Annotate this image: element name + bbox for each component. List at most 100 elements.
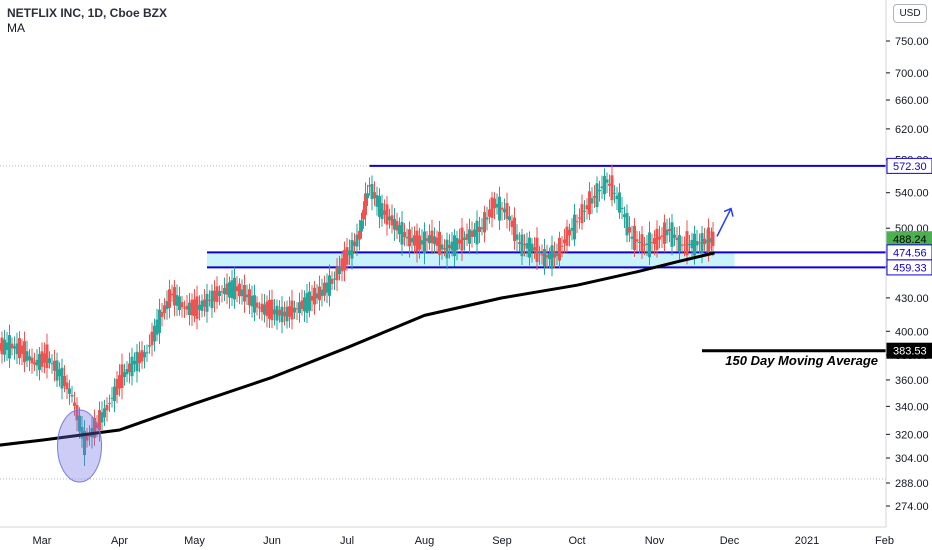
candle-body: [395, 221, 399, 231]
candle-body: [93, 417, 96, 438]
candle-body: [148, 345, 151, 347]
candle-body: [300, 300, 304, 310]
candle-body: [43, 353, 46, 363]
candle-body: [45, 344, 49, 369]
candle-body: [364, 193, 367, 215]
candle-body: [118, 375, 121, 389]
price-tag-zone-bottom-text: 459.33: [893, 262, 927, 274]
candle-body: [523, 244, 526, 246]
candle-body: [535, 237, 539, 262]
candle-body: [223, 287, 226, 295]
candle-body: [415, 230, 419, 252]
candle-body: [625, 212, 629, 236]
candle-body: [613, 192, 616, 194]
up-arrow-icon: [716, 208, 732, 237]
candle-body: [503, 208, 506, 213]
candle-body: [168, 289, 171, 309]
candle-body: [68, 388, 71, 394]
candle-body: [485, 217, 489, 220]
candle-body: [615, 195, 619, 200]
candle-body: [60, 367, 64, 389]
price-tag-zone-top-text: 474.56: [893, 247, 927, 259]
candle-body: [115, 378, 119, 395]
candle-body: [362, 209, 365, 220]
candle-body: [688, 243, 691, 245]
candle-body: [628, 227, 631, 233]
candle-body: [543, 249, 546, 267]
candle-body: [50, 363, 54, 365]
candle-body: [298, 302, 301, 314]
candle-body: [525, 243, 529, 249]
candle-body: [13, 346, 16, 349]
candle-body: [203, 299, 206, 307]
chart-title: NETFLIX INC, 1D, Cboe BZX: [7, 6, 168, 20]
candle-body: [98, 410, 101, 431]
candle-body: [220, 291, 224, 293]
candle-body: [175, 295, 179, 306]
candle-body: [565, 226, 569, 246]
candle-body: [205, 293, 209, 312]
candle-body: [600, 186, 604, 189]
candle-body: [0, 337, 4, 355]
y-tick-label: 700.00: [895, 68, 929, 80]
candle-body: [275, 305, 279, 321]
candle-body: [328, 275, 331, 296]
candle-body: [423, 231, 426, 254]
candle-body: [160, 312, 164, 317]
y-tick-label: 320.00: [895, 429, 929, 441]
candle-body: [188, 302, 191, 316]
candle-body: [73, 402, 76, 406]
candle-body: [653, 238, 656, 245]
candle-body: [120, 364, 124, 389]
candle-body: [103, 408, 106, 418]
candle-body: [538, 252, 541, 254]
candle-body: [383, 210, 386, 215]
candle-body: [335, 267, 339, 281]
candle-body: [320, 289, 324, 297]
candle-body: [135, 351, 139, 372]
arrow-head-icon: [723, 207, 734, 217]
candle-body: [673, 234, 676, 238]
candle-body: [78, 415, 81, 432]
candle-body: [418, 235, 421, 250]
candle-body: [288, 306, 291, 317]
candle-body: [8, 335, 11, 359]
candle-body: [500, 207, 504, 210]
moving-average-line: [0, 251, 715, 447]
candle-body: [243, 284, 246, 302]
candle-body: [260, 303, 264, 313]
candle-body: [548, 253, 551, 260]
candle-body: [53, 360, 56, 371]
candle-body: [618, 192, 621, 213]
candle-body: [568, 229, 571, 236]
candle-body: [638, 242, 641, 244]
candle-body: [498, 196, 501, 221]
currency-button[interactable]: USD: [893, 4, 927, 23]
candle-body: [580, 204, 584, 224]
y-tick-label: 540.00: [895, 188, 929, 200]
candle-body: [138, 352, 141, 364]
candle-body: [593, 195, 596, 198]
candle-body: [603, 176, 606, 195]
candle-body: [368, 185, 371, 187]
candle-body: [133, 360, 136, 365]
x-tick-label: Sep: [492, 535, 512, 547]
candle-body: [448, 244, 451, 249]
candle-body: [370, 184, 374, 200]
candle-body: [48, 358, 51, 363]
candle-body: [545, 255, 549, 258]
candle-body: [173, 287, 176, 306]
candle-body: [338, 266, 341, 275]
candle-body: [208, 299, 211, 301]
candle-body: [178, 296, 181, 311]
candle-body: [268, 299, 271, 319]
candle-body: [385, 204, 389, 225]
x-tick-label: Nov: [645, 535, 665, 547]
candle-body: [410, 237, 414, 243]
candle-body: [588, 191, 591, 215]
candle-body: [280, 306, 284, 323]
candle-body: [70, 394, 74, 397]
candle-body: [113, 386, 116, 402]
